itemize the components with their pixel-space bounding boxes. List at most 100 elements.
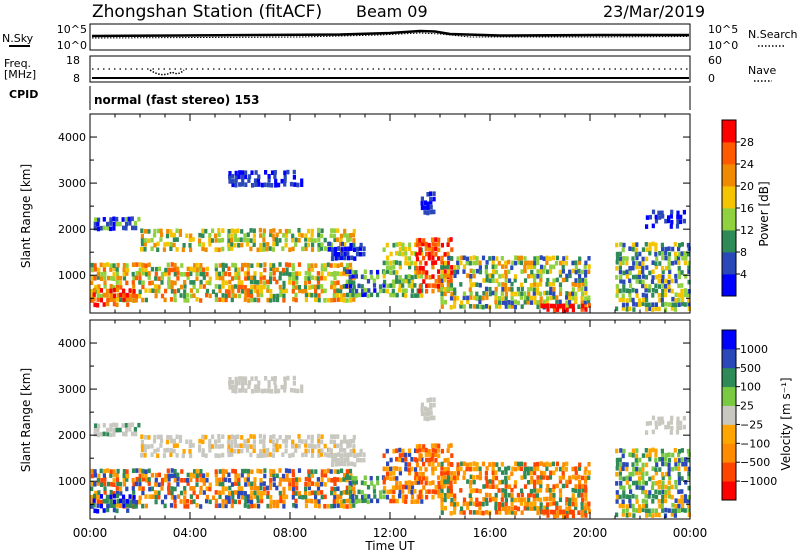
power-cell: [106, 301, 110, 307]
velocity-cell: [140, 447, 145, 453]
velocity-cell: [684, 480, 688, 485]
velocity-cell: [504, 480, 508, 485]
power-cell: [577, 287, 581, 292]
velocity-cell: [291, 439, 295, 445]
power-cell: [346, 251, 350, 256]
velocity-cell: [543, 509, 547, 515]
power-cell: [230, 228, 234, 233]
velocity-cell: [143, 444, 147, 449]
power-cell: [565, 304, 569, 309]
velocity-cell: [248, 380, 252, 385]
power-cell: [401, 242, 405, 248]
power-cell: [478, 299, 482, 305]
power-cell: [418, 284, 422, 289]
velocity-cell: [580, 506, 584, 512]
velocity-cell: [224, 477, 228, 483]
velocity-cell: [401, 489, 405, 494]
velocity-cell: [304, 498, 308, 504]
power-cell: [501, 300, 505, 305]
power-cell: [488, 291, 492, 297]
power-cell: [491, 260, 495, 265]
power-cell: [173, 280, 177, 286]
velocity-cell: [310, 469, 314, 474]
power-cell: [112, 263, 116, 268]
velocity-cell: [269, 481, 273, 487]
velocity-cell: [253, 384, 258, 389]
velocity-cell: [310, 443, 314, 449]
power-cell: [308, 285, 312, 290]
velocity-cell: [674, 466, 678, 471]
power-cell: [339, 237, 343, 242]
velocity-cell: [269, 472, 273, 478]
power-cell: [112, 285, 116, 290]
velocity-cell: [416, 499, 420, 504]
velocity-cell: [383, 485, 387, 491]
power-cell: [641, 265, 645, 271]
velocity-cell: [504, 470, 508, 475]
velocity-cell: [224, 495, 229, 500]
power-colorbar-tick-label-3: 16: [740, 202, 754, 215]
velocity-cell: [221, 485, 225, 491]
power-cell: [352, 238, 356, 243]
power-cell: [437, 237, 441, 243]
power-cell: [407, 242, 412, 248]
velocity-cell: [501, 492, 505, 498]
velocity-cell: [262, 490, 266, 496]
power-cell: [266, 297, 270, 303]
power-cell: [241, 262, 245, 268]
power-cell: [449, 278, 453, 284]
velocity-cell: [175, 453, 179, 458]
power-cell: [536, 260, 540, 266]
velocity-cell: [404, 499, 408, 504]
power-cell: [449, 237, 453, 242]
velocity-cell: [561, 466, 565, 471]
power-cell: [246, 271, 250, 276]
velocity-cell: [667, 480, 671, 485]
power-cell: [621, 260, 625, 265]
power-cell: [545, 290, 549, 296]
velocity-cell: [295, 486, 299, 491]
velocity-cell: [667, 508, 671, 513]
velocity-cell: [273, 380, 277, 386]
velocity-cell: [495, 462, 499, 467]
power-cell: [619, 274, 623, 280]
power-cell: [185, 233, 189, 238]
power-cell: [462, 269, 466, 274]
power-cell: [221, 279, 225, 285]
power-cell: [270, 170, 275, 175]
power-cell: [434, 279, 438, 284]
velocity-cell: [269, 438, 273, 443]
velocity-cell: [134, 481, 138, 487]
power-cell: [631, 256, 635, 261]
power-cell: [395, 242, 399, 247]
velocity-cell: [343, 448, 347, 453]
power-cell: [199, 284, 203, 289]
power-cell: [558, 269, 562, 275]
velocity-cell: [269, 468, 273, 474]
power-cell: [574, 269, 578, 275]
velocity-cell: [226, 439, 231, 445]
velocity-cell: [189, 499, 193, 505]
power-cell: [366, 293, 370, 299]
power-cell: [301, 288, 305, 294]
power-cell: [355, 246, 360, 252]
velocity-cell: [195, 494, 199, 500]
velocity-cell: [282, 490, 286, 496]
power-cell: [156, 241, 160, 247]
power-cell: [205, 288, 210, 294]
power-cell: [316, 284, 320, 290]
velocity-cell: [526, 506, 530, 511]
velocity-cell: [465, 462, 470, 468]
power-cell: [214, 263, 218, 268]
power-cell: [102, 267, 106, 272]
power-cell: [116, 293, 120, 298]
velocity-cell: [170, 486, 174, 491]
power-cell: [345, 279, 349, 285]
power-cell: [638, 264, 642, 270]
power-cell: [523, 300, 527, 305]
velocity-cell: [504, 466, 508, 472]
velocity-colorbar-segment-5: [722, 386, 736, 406]
velocity-cell: [310, 434, 314, 440]
velocity-cell: [648, 476, 652, 482]
velocity-cell: [661, 508, 665, 513]
